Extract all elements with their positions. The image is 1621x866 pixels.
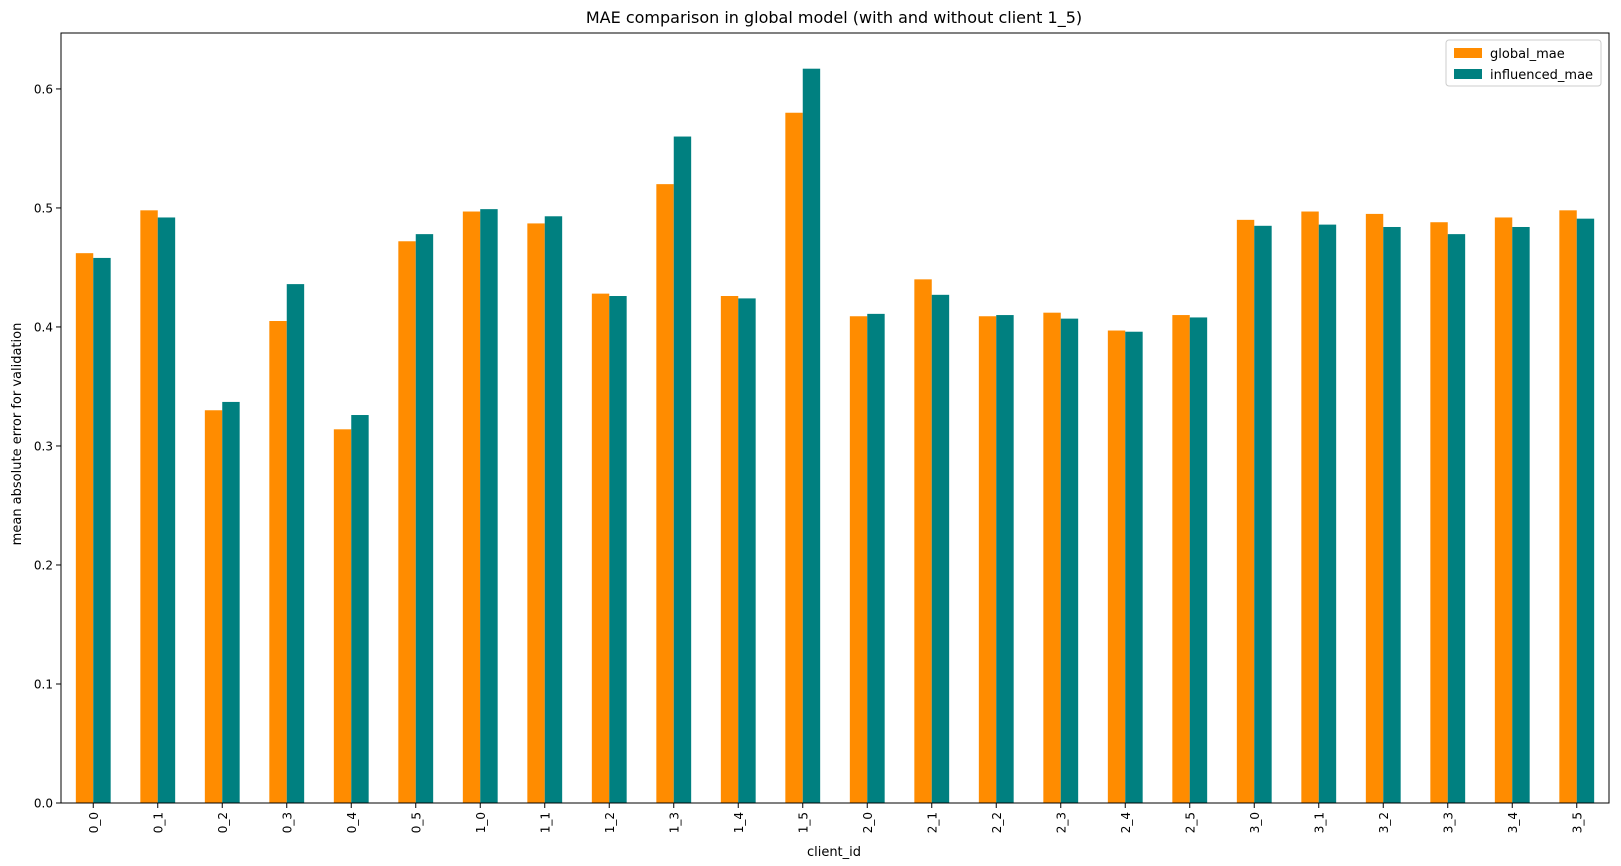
y-tick-label: 0.0 — [34, 797, 53, 811]
bar-global_mae-3_3 — [1430, 222, 1448, 804]
bar-global_mae-2_2 — [978, 316, 997, 803]
bar-global_mae-0_1 — [140, 210, 158, 803]
x-tick-label: 1_0 — [474, 812, 488, 833]
x-tick-label: 0_3 — [280, 812, 294, 833]
bar-influenced_mae-0_2 — [222, 401, 240, 803]
y-tick-label: 0.5 — [34, 201, 53, 215]
x-tick-label: 3_3 — [1441, 812, 1455, 833]
bar-global_mae-1_3 — [656, 184, 674, 803]
x-tick-label: 1_4 — [732, 812, 746, 833]
x-axis: 0_0 0_1 0_2 0_3 0_4 0_5 1_0 1_1 1_2 1_3 1_4 1_5 2_0 2… — [87, 803, 1584, 833]
bar-influenced_mae-0_4 — [351, 415, 369, 803]
bar-global_mae-0_2 — [204, 410, 223, 803]
y-tick-label: 0.6 — [34, 82, 53, 96]
bar-influenced_mae-2_1 — [931, 294, 950, 803]
x-tick-label: 0_0 — [87, 812, 101, 833]
x-tick-label: 3_0 — [1248, 812, 1262, 833]
x-tick-label: 2_3 — [1054, 812, 1068, 833]
bar-global_mae-0_3 — [269, 321, 287, 803]
x-tick-label: 0_5 — [409, 812, 423, 833]
plot-frame — [60, 32, 1610, 804]
bar-global_mae-0_0 — [75, 253, 94, 804]
bar-influenced_mae-0_1 — [157, 217, 176, 804]
x-tick-label: 2_1 — [925, 812, 939, 833]
x-tick-label: 0_4 — [345, 812, 359, 833]
bar-influenced_mae-1_3 — [673, 136, 692, 804]
bar-influenced_mae-2_2 — [996, 315, 1014, 803]
bar-global_mae-2_5 — [1172, 315, 1190, 803]
bar-influenced_mae-2_4 — [1125, 331, 1143, 803]
x-tick-label: 2_0 — [861, 812, 875, 833]
bar-global_mae-0_4 — [333, 429, 352, 803]
bar-influenced_mae-1_5 — [802, 68, 821, 803]
bar-influenced_mae-3_2 — [1383, 226, 1401, 804]
y-tick-label: 0.1 — [34, 677, 53, 691]
y-tick-label: 0.4 — [34, 320, 53, 334]
x-tick-label: 1_3 — [667, 812, 681, 833]
bar-influenced_mae-3_0 — [1254, 225, 1272, 804]
x-tick-label: 2_4 — [1119, 812, 1133, 833]
bar-global_mae-1_1 — [527, 223, 545, 804]
bar-influenced_mae-3_5 — [1576, 218, 1595, 803]
bar-influenced_mae-2_3 — [1060, 318, 1079, 803]
bar-global_mae-3_2 — [1365, 213, 1384, 803]
chart-title: MAE comparison in global model (with and… — [586, 8, 1082, 28]
bar-influenced_mae-3_4 — [1512, 226, 1530, 804]
bar-global_mae-1_2 — [591, 293, 610, 803]
x-tick-label: 3_2 — [1377, 812, 1391, 833]
bar-influenced_mae-2_0 — [867, 313, 885, 803]
bar-global_mae-2_3 — [1043, 312, 1061, 803]
x-tick-label: 1_2 — [603, 812, 617, 833]
y-axis: 0.0 0.1 0.2 0.3 0.4 0.5 0.6 — [34, 82, 61, 811]
bar-global_mae-1_5 — [785, 112, 803, 804]
bar-global_mae-3_0 — [1236, 219, 1255, 804]
legend-box — [1445, 39, 1602, 87]
x-tick-label: 0_2 — [216, 812, 230, 833]
legend-swatch-influenced_mae — [1454, 69, 1482, 79]
bar-influenced_mae-2_5 — [1189, 317, 1208, 803]
bar-influenced_mae-1_2 — [609, 296, 627, 803]
bar-influenced_mae-0_3 — [286, 284, 305, 803]
bar-influenced_mae-1_1 — [544, 216, 563, 803]
x-tick-label: 0_1 — [151, 812, 165, 833]
x-tick-label: 3_4 — [1506, 812, 1520, 833]
y-tick-label: 0.3 — [34, 439, 53, 453]
x-axis-label: client_id — [807, 845, 861, 860]
x-tick-label: 2_2 — [990, 812, 1004, 833]
bar-global_mae-3_4 — [1494, 217, 1513, 804]
legend-label-influenced_mae: influenced_mae — [1490, 68, 1593, 83]
bar-influenced_mae-0_0 — [93, 257, 111, 803]
bar-global_mae-2_4 — [1107, 330, 1126, 803]
bar-global_mae-0_5 — [398, 241, 416, 803]
bar-global_mae-2_0 — [849, 316, 868, 803]
bar-global_mae-3_1 — [1301, 211, 1319, 803]
bar-influenced_mae-0_5 — [415, 234, 434, 803]
bar-global_mae-3_5 — [1559, 210, 1577, 803]
legend: global_mae influenced_mae — [1445, 39, 1602, 87]
x-tick-label: 1_1 — [538, 812, 552, 833]
bar-influenced_mae-1_0 — [480, 209, 498, 803]
bar-influenced_mae-1_4 — [738, 298, 756, 803]
bar-influenced_mae-3_1 — [1318, 224, 1337, 804]
y-axis-label: mean absolute error for validation — [10, 323, 25, 546]
legend-swatch-global_mae — [1454, 48, 1482, 58]
bar-global_mae-1_4 — [720, 296, 739, 803]
x-tick-label: 3_5 — [1570, 812, 1584, 833]
bar-global_mae-1_0 — [462, 211, 481, 803]
legend-label-global_mae: global_mae — [1490, 47, 1565, 62]
bar-global_mae-2_1 — [914, 279, 932, 804]
bar-influenced_mae-3_3 — [1447, 234, 1466, 803]
plot-area — [75, 68, 1595, 804]
x-tick-label: 2_5 — [1183, 812, 1197, 833]
y-tick-label: 0.2 — [34, 558, 53, 572]
x-tick-label: 1_5 — [796, 812, 810, 833]
x-tick-label: 3_1 — [1312, 812, 1326, 833]
